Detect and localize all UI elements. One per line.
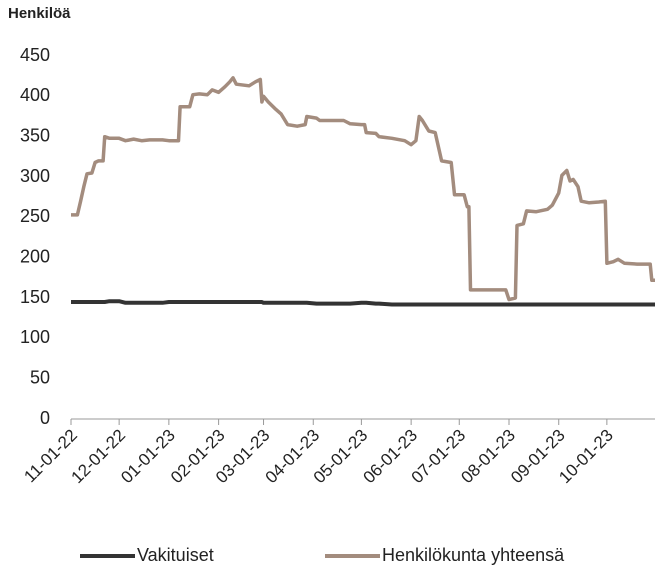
series-line	[71, 76, 655, 302]
y-tick-label: 100	[20, 327, 50, 347]
y-tick-label: 0	[40, 408, 50, 428]
legend-label: Vakituiset	[137, 545, 214, 565]
y-tick-label: 350	[20, 125, 50, 145]
y-tick-label: 450	[20, 45, 50, 65]
x-tick-label: 08-01-23	[457, 426, 519, 488]
y-tick-label: 50	[30, 367, 50, 387]
legend-label: Henkilökunta yhteensä	[382, 545, 565, 565]
y-tick-label: 300	[20, 166, 50, 186]
x-tick-label: 01-01-23	[117, 426, 179, 488]
y-tick-label: 250	[20, 206, 50, 226]
x-tick-label: 05-01-23	[310, 426, 372, 488]
series-line	[71, 299, 655, 307]
x-tick-label: 12-01-22	[68, 426, 130, 488]
y-tick-label: 200	[20, 246, 50, 266]
y-axis-label: Henkilöä	[8, 5, 71, 22]
y-tick-label: 400	[20, 85, 50, 105]
y-tick-label: 150	[20, 287, 50, 307]
